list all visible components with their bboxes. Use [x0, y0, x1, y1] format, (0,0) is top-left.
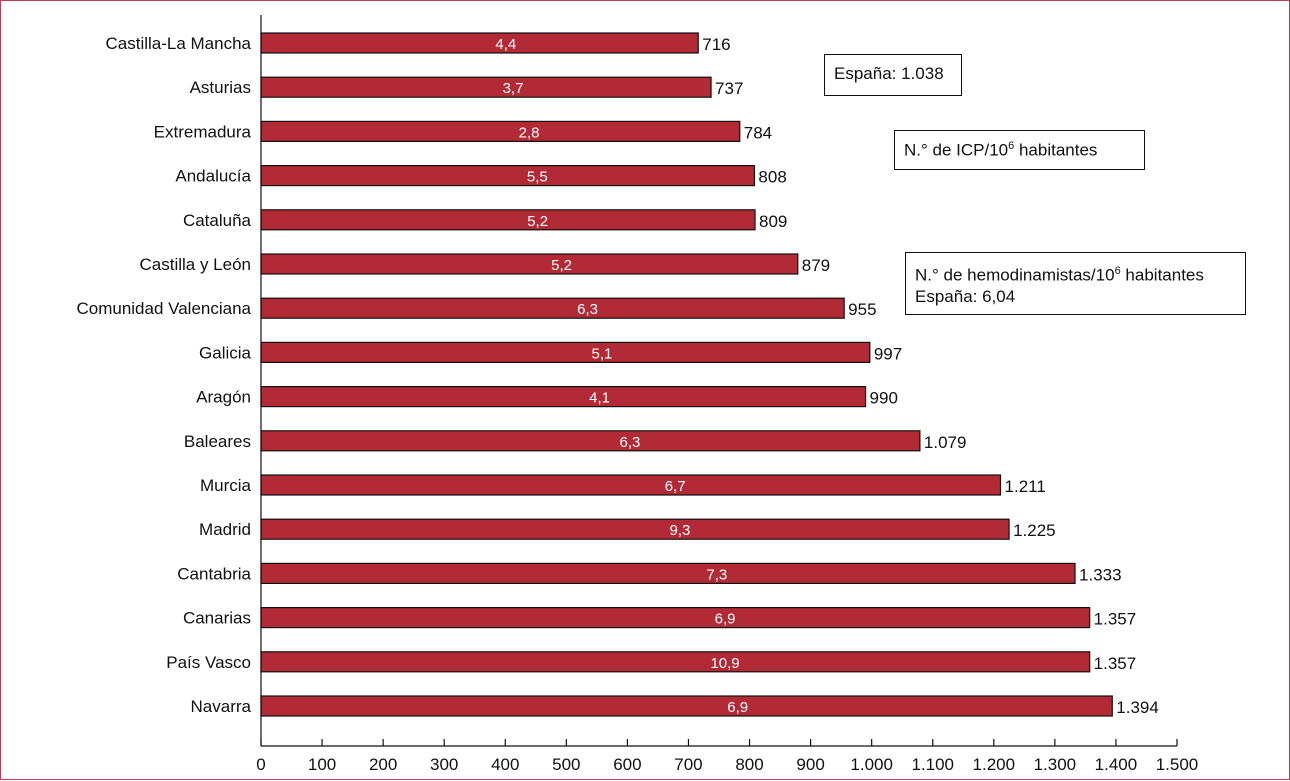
inner-label: 6,9	[727, 699, 748, 716]
x-tick-label: 700	[674, 755, 702, 774]
x-tick-label: 900	[796, 755, 824, 774]
value-label: 1.394	[1116, 698, 1159, 717]
category-label: Canarias	[183, 609, 251, 628]
inner-label: 5,5	[527, 169, 548, 186]
x-tick-label: 1.100	[911, 755, 954, 774]
value-label: 997	[874, 344, 902, 363]
inner-label: 4,4	[495, 36, 516, 53]
bar	[260, 165, 756, 187]
bar	[260, 209, 756, 231]
x-tick-label: 500	[552, 755, 580, 774]
inner-label: 5,1	[592, 345, 613, 362]
x-tick-label: 1.000	[850, 755, 893, 774]
x-tick-label: 1.400	[1095, 755, 1138, 774]
category-label: Galicia	[199, 343, 252, 362]
hemo-label-post: habitantes	[1120, 265, 1204, 285]
value-label: 737	[715, 79, 743, 98]
hemodinamistas-legend-box: N.° de hemodinamistas/106 habitantes Esp…	[905, 252, 1246, 315]
x-tick-label: 1.200	[973, 755, 1016, 774]
inner-label: 6,3	[620, 434, 641, 451]
espana-total-text: España: 1.038	[834, 64, 944, 83]
value-label: 1.079	[924, 433, 967, 452]
value-label: 784	[744, 123, 772, 142]
value-label: 716	[702, 35, 730, 54]
hemo-label-line: N.° de hemodinamistas/106 habitantes	[915, 261, 1245, 286]
inner-label: 5,2	[527, 213, 548, 230]
bar	[260, 76, 712, 98]
bar	[260, 430, 921, 452]
category-label: Asturias	[190, 78, 251, 97]
icp-label-post: habitantes	[1014, 140, 1098, 160]
x-tick-label: 300	[430, 755, 458, 774]
value-label: 808	[758, 168, 786, 187]
inner-label: 3,7	[503, 80, 524, 97]
value-label: 955	[848, 300, 876, 319]
bar	[260, 386, 867, 408]
category-label: Navarra	[191, 697, 252, 716]
category-label: Murcia	[200, 476, 252, 495]
icp-label-pre: N.° de ICP/10	[904, 140, 1009, 160]
bar	[260, 606, 1091, 629]
category-label: País Vasco	[166, 653, 251, 672]
x-tick-label: 400	[491, 755, 519, 774]
bar	[260, 341, 871, 363]
x-tick-label: 200	[369, 755, 397, 774]
category-label: Cataluña	[183, 211, 252, 230]
bars-layer: Castilla-La Mancha 716 4,4 Asturias 737 3,7 Ex…	[76, 32, 1159, 717]
x-tick-label: 100	[308, 755, 336, 774]
inner-label: 6,9	[715, 611, 736, 628]
category-label: Aragón	[196, 388, 251, 407]
category-label: Madrid	[199, 520, 251, 539]
inner-label: 10,9	[710, 655, 739, 672]
inner-label: 6,3	[577, 301, 598, 318]
x-axis: 0 100 200 300 400 500 600 700 800 900 1.000 1.100 1.…	[256, 15, 1198, 774]
category-label: Castilla-La Mancha	[105, 34, 251, 53]
hemo-label-pre: N.° de hemodinamistas/10	[915, 265, 1115, 285]
value-label: 1.333	[1079, 565, 1122, 584]
bar	[260, 518, 1010, 540]
inner-label: 5,2	[551, 257, 572, 274]
hemo-label-sup: 6	[1114, 265, 1121, 277]
inner-label: 9,3	[669, 522, 690, 539]
category-label: Extremadura	[154, 122, 252, 141]
value-label: 809	[759, 212, 787, 231]
bar	[260, 651, 1091, 673]
value-label: 990	[870, 389, 898, 408]
value-label: 1.357	[1094, 654, 1137, 673]
category-label: Comunidad Valenciana	[76, 299, 251, 318]
value-label: 1.225	[1013, 521, 1056, 540]
bar	[260, 253, 799, 275]
bar	[260, 474, 1002, 496]
bar	[260, 120, 741, 143]
icp-legend-box: N.° de ICP/106 habitantes	[894, 130, 1145, 170]
value-label: 1.211	[1005, 477, 1046, 496]
inner-label: 2,8	[519, 124, 540, 141]
bar	[260, 562, 1076, 585]
x-tick-label: 1.500	[1156, 755, 1199, 774]
bar	[260, 695, 1113, 717]
inner-label: 7,3	[706, 566, 727, 583]
category-label: Andalucía	[175, 167, 251, 186]
category-label: Baleares	[184, 432, 251, 451]
value-label: 1.357	[1094, 610, 1137, 629]
bar	[260, 297, 845, 319]
x-tick-label: 800	[735, 755, 763, 774]
category-label: Castilla y León	[139, 255, 251, 274]
category-label: Cantabria	[177, 564, 251, 583]
x-tick-label: 600	[613, 755, 641, 774]
espana-total-box: España: 1.038	[824, 54, 962, 96]
value-label: 879	[802, 256, 830, 275]
inner-label: 6,7	[665, 478, 686, 495]
bar	[260, 32, 699, 54]
inner-label: 4,1	[589, 390, 610, 407]
hemo-espana-text: España: 6,04	[915, 286, 1016, 306]
x-tick-label: 0	[256, 755, 265, 774]
x-tick-label: 1.300	[1034, 755, 1077, 774]
icp-label-sup: 6	[1008, 140, 1015, 152]
